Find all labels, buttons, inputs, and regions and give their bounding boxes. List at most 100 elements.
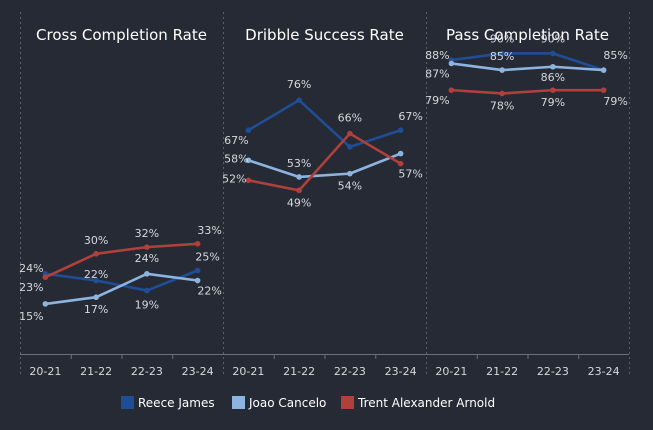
data-point xyxy=(93,251,99,257)
data-point xyxy=(397,127,404,134)
data-label: 90% xyxy=(490,32,514,45)
panel-title: Pass Completion Rate xyxy=(446,26,609,44)
data-point xyxy=(347,144,353,150)
x-tick-label: 23-24 xyxy=(182,365,214,378)
data-label: 66% xyxy=(338,112,362,125)
series-line-reece-james xyxy=(450,52,605,72)
data-point xyxy=(448,87,455,93)
data-point xyxy=(347,170,353,177)
series-line-trent-alexander-arnold xyxy=(247,132,402,192)
legend-item: Trent Alexander Arnold xyxy=(341,396,495,410)
series-line-joao-cancelo xyxy=(44,272,199,306)
data-label: 79% xyxy=(541,96,565,109)
data-point xyxy=(448,60,455,67)
data-label: 85% xyxy=(490,50,514,63)
data-label: 30% xyxy=(84,234,108,247)
data-point xyxy=(194,277,201,284)
data-point xyxy=(499,90,505,97)
data-point xyxy=(245,127,252,134)
data-label: 15% xyxy=(19,310,43,323)
series-line-trent-alexander-arnold xyxy=(44,242,199,279)
data-point xyxy=(296,97,302,103)
data-point xyxy=(42,301,49,307)
data-point xyxy=(600,87,607,93)
data-point xyxy=(144,271,150,277)
data-point xyxy=(296,174,302,180)
legend-swatch xyxy=(341,396,354,409)
panel-0: Cross Completion Rate 20-21 21-22 22-23 23-2… xyxy=(19,12,223,378)
panel-title: Dribble Success Rate xyxy=(245,26,404,44)
data-point xyxy=(42,274,49,280)
x-tick-label: 22-23 xyxy=(537,365,569,378)
x-tick-label: 23-24 xyxy=(385,365,417,378)
x-tick-label: 22-23 xyxy=(131,365,163,378)
data-label: 79% xyxy=(603,95,627,108)
data-label: 87% xyxy=(425,67,449,80)
chart-panels: Cross Completion Rate 20-21 21-22 22-23 23-2… xyxy=(19,12,630,378)
legend-item: Reece James xyxy=(121,396,215,410)
legend-swatch xyxy=(121,396,134,409)
data-point xyxy=(550,63,556,70)
panel-title: Cross Completion Rate xyxy=(36,26,207,44)
legend-swatch xyxy=(232,396,245,409)
data-point xyxy=(144,287,150,294)
data-label: 90% xyxy=(541,32,565,45)
data-label: 76% xyxy=(287,78,311,91)
legend-label: Joao Cancelo xyxy=(248,396,326,410)
data-label: 24% xyxy=(135,252,159,265)
data-label: 32% xyxy=(135,227,159,240)
data-label: 58% xyxy=(224,152,248,165)
data-point xyxy=(550,50,556,57)
x-tick-label: 22-23 xyxy=(334,365,366,378)
data-point xyxy=(245,157,252,164)
data-label: 79% xyxy=(425,94,449,107)
data-label: 67% xyxy=(398,110,422,123)
x-tick-label: 21-22 xyxy=(283,365,315,378)
series-line-reece-james xyxy=(247,98,402,149)
legend-item: Joao Cancelo xyxy=(232,396,326,410)
data-label: 22% xyxy=(197,285,221,298)
series-line-reece-james xyxy=(44,269,199,292)
x-tick-label: 20-21 xyxy=(435,365,467,378)
x-tick-label: 21-22 xyxy=(80,365,112,378)
data-point xyxy=(194,267,201,274)
data-point xyxy=(93,277,99,284)
legend-label: Trent Alexander Arnold xyxy=(357,396,495,410)
data-label: 24% xyxy=(19,262,43,275)
data-label: 22% xyxy=(84,268,108,281)
series-line-trent-alexander-arnold xyxy=(450,88,605,95)
data-point xyxy=(347,130,353,137)
data-point xyxy=(499,67,505,73)
data-label: 86% xyxy=(541,71,565,84)
data-label: 52% xyxy=(222,172,246,185)
data-label: 85% xyxy=(603,49,627,62)
series-line-joao-cancelo xyxy=(450,62,605,72)
data-label: 78% xyxy=(490,99,514,112)
data-point xyxy=(245,177,252,184)
data-label: 54% xyxy=(338,180,362,193)
data-label: 19% xyxy=(135,299,159,312)
data-point xyxy=(194,240,201,247)
data-label: 88% xyxy=(425,49,449,62)
legend: Reece James Joao Cancelo Trent Alexander A… xyxy=(121,396,495,410)
panel-1: Dribble Success Rate 20-21 21-22 22-23 23-24… xyxy=(222,12,426,378)
data-label: 33% xyxy=(197,224,221,237)
legend-label: Reece James xyxy=(138,396,215,410)
data-label: 67% xyxy=(224,134,248,147)
series-line-joao-cancelo xyxy=(247,152,402,179)
data-point xyxy=(600,67,607,73)
data-point xyxy=(397,160,404,167)
data-point xyxy=(499,50,505,57)
data-point xyxy=(93,294,99,301)
data-point xyxy=(296,187,302,194)
data-label: 53% xyxy=(287,157,311,170)
data-label: 57% xyxy=(398,168,422,181)
data-label: 25% xyxy=(195,251,219,264)
data-label: 17% xyxy=(84,303,108,316)
x-tick-label: 23-24 xyxy=(588,365,620,378)
data-point xyxy=(397,150,404,157)
panel-2: Pass Completion Rate 20-21 21-22 22-23 23-24… xyxy=(425,12,629,378)
x-tick-label: 20-21 xyxy=(232,365,264,378)
x-tick-label: 20-21 xyxy=(29,365,61,378)
